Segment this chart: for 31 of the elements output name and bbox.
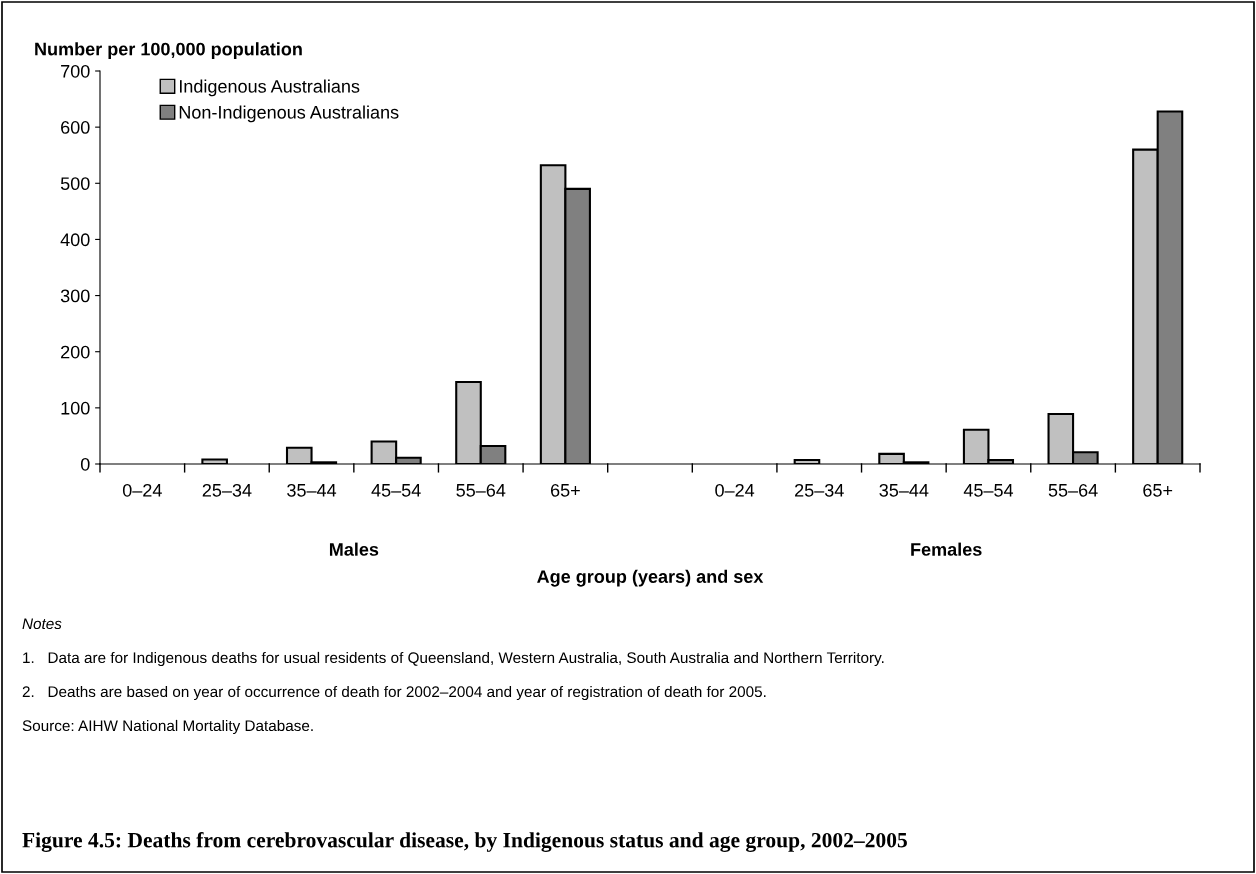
x-tick-label: 25–34 <box>795 483 844 497</box>
text: Males <box>329 542 379 556</box>
x-tick-label: 25–34 <box>202 483 252 497</box>
x-tick-label: 65+ <box>1143 483 1173 497</box>
text: 2. Deaths are based on year of occurrence of death for 2002–2004 and year of registration of death for 2005. <box>22 685 766 701</box>
x-tick-label: 55–64 <box>1048 483 1098 497</box>
y-axis-title: Number per 100,000 population <box>35 42 302 60</box>
x-tick-label: 55–64 <box>456 483 506 497</box>
legend-label: Indigenous Australians <box>179 79 360 97</box>
text: 1. Data are for Indigenous deaths for usual residents of Queensland, Western Australia, South Australia and Northern Territory. <box>23 651 884 667</box>
x-tick-label: 45–54 <box>963 484 1014 497</box>
text: Females <box>911 542 982 556</box>
x-axis-title: Age group (years) and sex <box>537 569 764 587</box>
text: Notes <box>22 618 62 630</box>
y-tick-label: 600 <box>61 121 90 134</box>
y-tick-label: 300 <box>60 289 90 303</box>
y-tick-label: 700 <box>61 64 90 78</box>
y-tick-label: 500 <box>60 177 90 191</box>
y-tick-label: 0 <box>80 457 90 471</box>
text: Figure 4.5: Deaths from cerebrovascular disease, by Indigenous status and age group, 2002–2005 <box>22 832 907 852</box>
source-note: Source: AIHW National Mortality Database. <box>22 719 313 735</box>
y-tick-label: 200 <box>61 345 90 359</box>
x-tick-label: 0–24 <box>122 483 162 497</box>
x-tick-label: 35–44 <box>287 483 337 497</box>
legend-label: Non-Indigenous Australians <box>179 105 399 123</box>
x-tick-label: 35–44 <box>879 483 929 497</box>
x-tick-label: 0–24 <box>715 483 755 497</box>
y-tick-label: 100 <box>61 401 90 415</box>
y-tick-label: 400 <box>60 233 90 247</box>
x-tick-label: 65+ <box>550 483 580 497</box>
x-tick-label: 45–54 <box>371 484 421 497</box>
